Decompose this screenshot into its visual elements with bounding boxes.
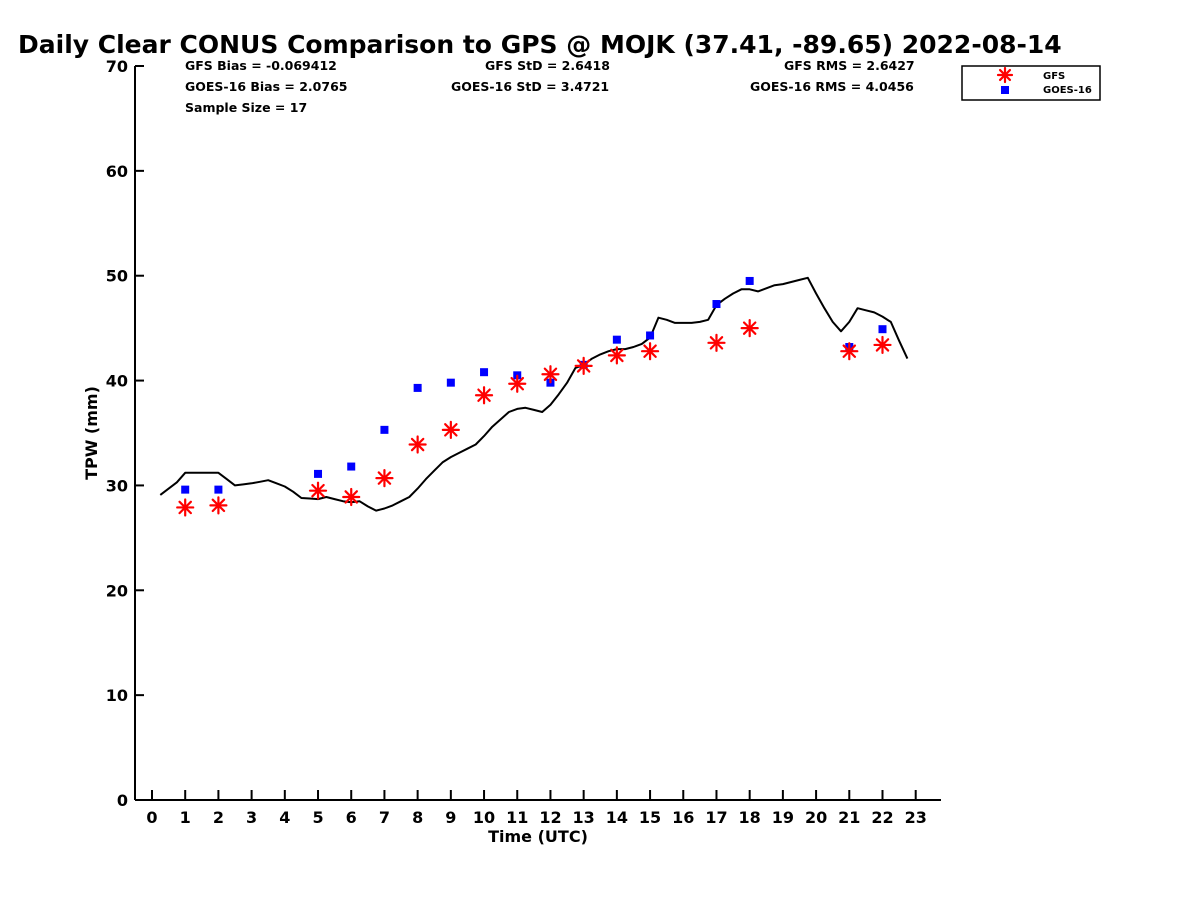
- x-tick-label: 18: [739, 808, 761, 827]
- stat-gfs-bias: GFS Bias = -0.069412: [185, 58, 337, 73]
- goes-16-point: [878, 325, 887, 334]
- gfs-point: [441, 420, 460, 439]
- goes-16-point: [612, 335, 621, 344]
- x-tick-label: 6: [346, 808, 357, 827]
- goes-16-point: [214, 485, 223, 494]
- x-tick-label: 15: [639, 808, 661, 827]
- x-axis-label: Time (UTC): [488, 827, 588, 846]
- stat-sample-size: Sample Size = 17: [185, 100, 307, 115]
- x-tick-label: 13: [573, 808, 595, 827]
- goes-16-point: [446, 378, 455, 387]
- goes-16-point: [181, 485, 190, 494]
- x-tick-label: 21: [838, 808, 860, 827]
- legend-goes-marker: [1001, 86, 1009, 94]
- gfs-point: [209, 496, 228, 515]
- x-tick-label: 9: [445, 808, 456, 827]
- legend-gfs-asterisk: [996, 66, 1014, 84]
- gfs-markers: [176, 319, 892, 517]
- goes-16-point: [380, 425, 389, 434]
- x-tick-label: 2: [213, 808, 224, 827]
- y-tick-label: 30: [106, 476, 128, 495]
- x-tick-label: 7: [379, 808, 390, 827]
- goes-16-point: [413, 383, 422, 392]
- gfs-point: [176, 498, 195, 517]
- x-tick-label: 11: [506, 808, 528, 827]
- legend: GFS GOES-16: [961, 65, 1101, 101]
- gfs-point: [873, 335, 892, 355]
- gfs-point: [740, 319, 759, 338]
- gps-tpw-line: [159, 276, 909, 512]
- x-tick-label: 0: [146, 808, 157, 827]
- stat-goes-rms: GOES-16 RMS = 4.0456: [750, 79, 914, 94]
- gfs-point: [541, 365, 560, 384]
- goes-16-point: [314, 469, 323, 478]
- x-tick-label: 4: [279, 808, 290, 827]
- gfs-point: [607, 346, 626, 365]
- legend-gfs-marker: [996, 66, 1014, 84]
- x-tick-label: 19: [772, 808, 794, 827]
- gfs-point: [474, 386, 494, 405]
- x-tick-label: 17: [705, 808, 727, 827]
- stat-gfs-rms: GFS RMS = 2.6427: [784, 58, 915, 73]
- y-tick-label: 10: [106, 686, 128, 705]
- goes-16-point: [480, 368, 489, 377]
- stat-gfs-std: GFS StD = 2.6418: [485, 58, 610, 73]
- gfs-point: [508, 374, 527, 393]
- gfs-point: [840, 342, 859, 361]
- goes-16-point: [347, 462, 356, 471]
- y-tick-label: 60: [106, 162, 128, 181]
- x-tick-label: 22: [871, 808, 893, 827]
- stat-goes-bias: GOES-16 Bias = 2.0765: [185, 79, 347, 94]
- x-tick-label: 23: [905, 808, 927, 827]
- gfs-point: [308, 481, 328, 500]
- chart-title: Daily Clear CONUS Comparison to GPS @ MO…: [18, 30, 1062, 59]
- y-axis-label: TPW (mm): [82, 386, 101, 480]
- x-tick-label: 5: [312, 808, 323, 827]
- goes-16-markers: [181, 276, 887, 494]
- x-tick-label: 8: [412, 808, 423, 827]
- legend-box: [961, 65, 1101, 101]
- y-tick-label: 50: [106, 267, 128, 286]
- goes-16-point: [712, 300, 721, 309]
- gfs-point: [375, 468, 394, 488]
- x-tick-label: 10: [473, 808, 495, 827]
- gfs-point: [640, 342, 660, 361]
- x-tick-label: 20: [805, 808, 827, 827]
- y-tick-label: 0: [117, 791, 128, 810]
- goes-16-point: [646, 331, 655, 340]
- x-tick-label: 3: [246, 808, 257, 827]
- legend-label-gfs: GFS: [1043, 71, 1065, 82]
- goes-16-point: [745, 276, 754, 285]
- x-tick-label: 12: [539, 808, 561, 827]
- gfs-point: [408, 435, 427, 454]
- gps-line-layer: [159, 276, 909, 512]
- legend-label-goes: GOES-16: [1043, 85, 1092, 96]
- x-tick-label: 1: [180, 808, 191, 827]
- gfs-point: [707, 333, 726, 352]
- y-tick-label: 20: [106, 581, 128, 600]
- x-tick-label: 14: [606, 808, 628, 827]
- y-tick-label: 70: [106, 57, 128, 76]
- x-tick-label: 16: [672, 808, 694, 827]
- y-tick-label: 40: [106, 372, 128, 391]
- stat-goes-std: GOES-16 StD = 3.4721: [451, 79, 609, 94]
- gfs-point: [574, 356, 593, 375]
- gfs-point: [342, 487, 361, 507]
